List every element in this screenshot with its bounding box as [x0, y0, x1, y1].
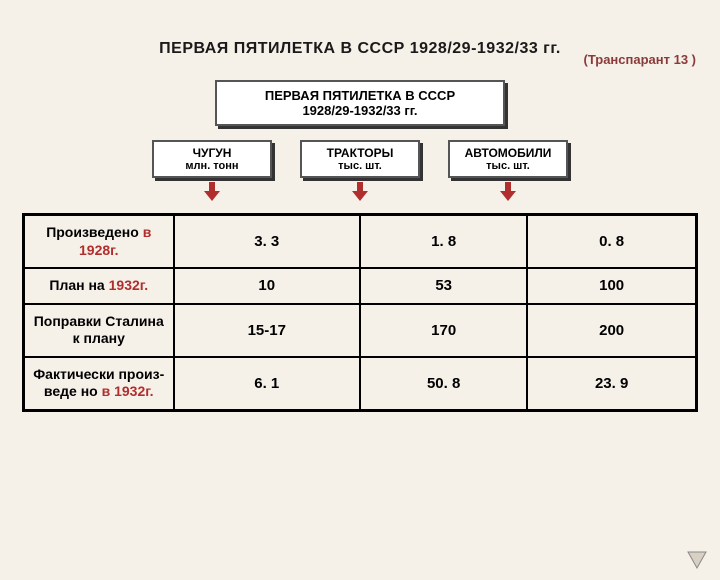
category-box: АВТОМОБИЛИ тыс. шт.: [448, 140, 568, 178]
data-table: Произведено в 1928г. 3. 3 1. 8 0. 8 План…: [22, 213, 698, 412]
arrow-cell: [152, 182, 272, 205]
subtitle-line1: ПЕРВАЯ ПЯТИЛЕТКА В СССР: [221, 88, 499, 103]
label-red: 1932г.: [109, 277, 148, 293]
cell: 23. 9: [527, 357, 696, 411]
next-slide-button[interactable]: [684, 546, 710, 572]
cell: 170: [360, 304, 527, 357]
label-text: Произведено: [46, 224, 143, 240]
cell: 50. 8: [360, 357, 527, 411]
cell: 10: [174, 268, 361, 304]
cell: 3. 3: [174, 215, 361, 269]
category-box: ТРАКТОРЫ тыс. шт.: [300, 140, 420, 178]
category-title: АВТОМОБИЛИ: [460, 146, 556, 160]
row-label: Произведено в 1928г.: [24, 215, 174, 269]
table-row: План на 1932г. 10 53 100: [24, 268, 697, 304]
cell: 6. 1: [174, 357, 361, 411]
category-row: ЧУГУН млн. тонн ТРАКТОРЫ тыс. шт. АВТОМО…: [0, 140, 720, 178]
cell: 100: [527, 268, 696, 304]
label-text: План на: [49, 277, 108, 293]
arrow-cell: [448, 182, 568, 205]
cell: 1. 8: [360, 215, 527, 269]
cell: 200: [527, 304, 696, 357]
subtitle-box: ПЕРВАЯ ПЯТИЛЕТКА В СССР 1928/29-1932/33 …: [215, 80, 505, 126]
arrow-down-icon: [205, 182, 219, 200]
arrow-row: [0, 182, 720, 205]
table-row: Фактически произ-веде но в 1932г. 6. 1 5…: [24, 357, 697, 411]
table-row: Поправки Сталина к плану 15-17 170 200: [24, 304, 697, 357]
category-unit: млн. тонн: [164, 160, 260, 172]
arrow-down-icon: [501, 182, 515, 200]
cell: 53: [360, 268, 527, 304]
cell: 0. 8: [527, 215, 696, 269]
category-title: ЧУГУН: [164, 146, 260, 160]
label-text: Поправки Сталина к плану: [34, 313, 164, 347]
row-label: Поправки Сталина к плану: [24, 304, 174, 357]
category-unit: тыс. шт.: [460, 160, 556, 172]
table-row: Произведено в 1928г. 3. 3 1. 8 0. 8: [24, 215, 697, 269]
triangle-down-icon: [684, 546, 710, 572]
label-red: в 1932г.: [102, 383, 154, 399]
row-label: План на 1932г.: [24, 268, 174, 304]
subtitle-line2: 1928/29-1932/33 гг.: [221, 103, 499, 118]
transparant-label: (Транспарант 13 ): [583, 52, 696, 67]
arrow-cell: [300, 182, 420, 205]
category-unit: тыс. шт.: [312, 160, 408, 172]
arrow-down-icon: [353, 182, 367, 200]
category-title: ТРАКТОРЫ: [312, 146, 408, 160]
row-label: Фактически произ-веде но в 1932г.: [24, 357, 174, 411]
category-box: ЧУГУН млн. тонн: [152, 140, 272, 178]
cell: 15-17: [174, 304, 361, 357]
